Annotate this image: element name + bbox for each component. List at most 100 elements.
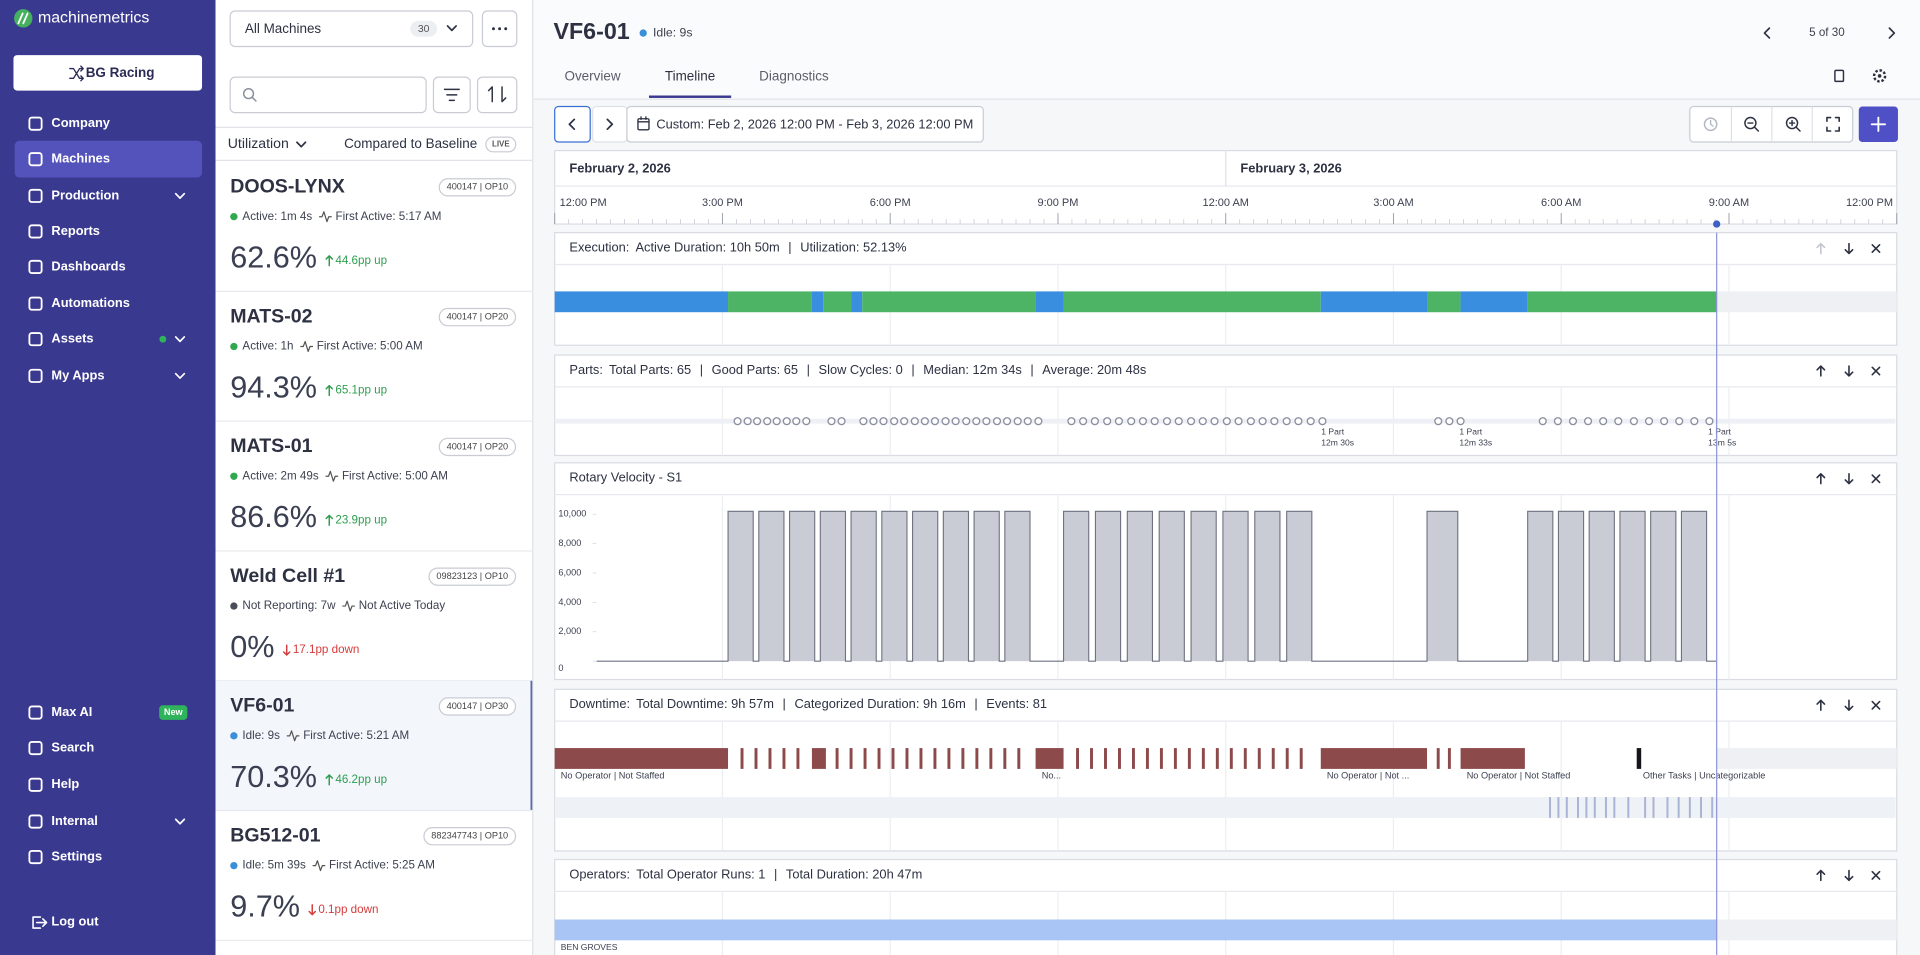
lane-title: Operators:	[569, 867, 630, 882]
part	[1080, 418, 1087, 425]
nav-item[interactable]: Search	[51, 739, 94, 754]
segment	[555, 919, 1717, 940]
downtime-event	[836, 748, 839, 769]
settings-icon-core	[1878, 74, 1882, 78]
nav-item[interactable]: Internal	[51, 813, 97, 828]
part	[1615, 418, 1622, 425]
downtime-label: No Operator | Not Staffed	[561, 771, 665, 781]
lane-title: Rotary Velocity - S1	[569, 470, 682, 485]
nav-item[interactable]: Automations	[51, 295, 130, 310]
tab[interactable]: Timeline	[665, 69, 715, 84]
header-bg	[534, 0, 1920, 99]
downtime-event	[741, 748, 744, 769]
machine-card[interactable]: VF6-01400147 | OP30Idle: 9sFirst Active:…	[216, 681, 533, 811]
nav-item[interactable]: My Apps	[51, 367, 104, 382]
part	[1570, 418, 1577, 425]
x-tick-label: 12:00 AM	[1202, 197, 1248, 209]
utilization: 9.7%	[230, 890, 300, 924]
downtime-event	[864, 748, 867, 769]
part	[1115, 418, 1122, 425]
future-track	[1717, 748, 1897, 769]
downtime-event	[1104, 748, 1107, 769]
tab[interactable]: Diagnostics	[759, 69, 829, 84]
lane-stat: Average: 20m 48s	[1042, 362, 1146, 377]
downtime-event	[1678, 797, 1680, 818]
machine-name: VF6-01	[230, 695, 294, 717]
date-range-label: Custom: Feb 2, 2026 12:00 PM - Feb 3, 20…	[656, 116, 973, 131]
tag: 400147 | OP20	[447, 312, 509, 322]
pager: 5 of 30	[1809, 26, 1845, 39]
machine-status: Idle: 5m 39s	[242, 859, 306, 872]
count: 30	[418, 24, 430, 35]
delta: 0.1pp down	[318, 903, 378, 916]
back-button[interactable]	[555, 107, 591, 143]
nav-item[interactable]: Settings	[51, 848, 102, 863]
lane-stat: Active Duration: 10h 50m	[635, 240, 779, 255]
part	[1600, 418, 1607, 425]
tab[interactable]: Overview	[564, 69, 620, 84]
downtime-event	[1118, 748, 1121, 769]
downtime-event	[1566, 797, 1568, 818]
x-tick-label: 6:00 AM	[1541, 197, 1581, 209]
utilization: 70.3%	[230, 760, 317, 794]
downtime-event	[782, 748, 785, 769]
part	[1223, 418, 1230, 425]
nav-item[interactable]: Reports	[51, 223, 100, 238]
status-dot	[230, 862, 237, 869]
downtime-event	[1202, 748, 1205, 769]
utilization: 86.6%	[230, 500, 317, 534]
segment	[728, 291, 812, 312]
downtime-event	[1577, 797, 1579, 818]
x-tick-label: 9:00 AM	[1709, 197, 1749, 209]
x-tick-label: 9:00 PM	[1037, 197, 1078, 209]
delta: 23.9pp up	[335, 513, 387, 526]
machine-status: Active: 2m 49s	[242, 469, 318, 482]
nav-item[interactable]: Assets	[51, 331, 93, 346]
machine-name: BG512-01	[230, 824, 320, 846]
nav-item[interactable]: Production	[51, 187, 119, 202]
filter-label: All Machines	[245, 21, 322, 36]
part	[1104, 418, 1111, 425]
downtime-event	[1244, 748, 1247, 769]
search-box[interactable]	[230, 77, 426, 113]
part	[773, 418, 780, 425]
lane-stat: Total Operator Runs: 1	[636, 867, 765, 882]
org-name: BG Racing	[86, 65, 155, 80]
nav-item[interactable]: Help	[51, 776, 79, 791]
part	[1319, 418, 1326, 425]
part	[963, 418, 970, 425]
segment	[1427, 291, 1461, 312]
nav-item[interactable]: Log out	[51, 913, 99, 928]
nav-item[interactable]: Machines	[51, 151, 110, 166]
sort-button[interactable]	[478, 77, 517, 113]
y-tick-label: 10,000	[558, 509, 586, 519]
downtime-event	[1216, 748, 1219, 769]
dot-icon	[504, 27, 507, 30]
lane-stat: Total Downtime: 9h 57m	[636, 697, 774, 712]
lane-header: Downtime:Total Downtime: 9h 57m|Categori…	[569, 697, 1047, 712]
machine-name: MATS-02	[230, 305, 312, 327]
downtime-label: No...	[1042, 771, 1061, 781]
status-dot	[640, 29, 647, 36]
metric[interactable]: Utilization	[228, 135, 289, 151]
part-label: 1 Part	[1321, 426, 1344, 436]
forward-button[interactable]	[593, 107, 627, 143]
nav-item[interactable]: Max AI	[51, 704, 92, 719]
part	[793, 418, 800, 425]
y-tick-label: 8,000	[558, 538, 581, 548]
nav-item[interactable]: Company	[51, 115, 110, 130]
segment	[1321, 291, 1427, 312]
separator: |	[783, 697, 786, 712]
downtime-event	[1644, 797, 1646, 818]
status-dot	[230, 213, 237, 220]
downtime-event	[947, 748, 950, 769]
delta: 17.1pp down	[293, 643, 360, 656]
part	[1004, 418, 1011, 425]
lane-stat: Categorized Duration: 9h 16m	[794, 697, 965, 712]
nav-item[interactable]: Dashboards	[51, 258, 125, 273]
separator: |	[911, 362, 914, 377]
lane-title: Parts:	[569, 362, 603, 377]
downtime-event	[1300, 748, 1303, 769]
part-duration: 12m 30s	[1321, 437, 1354, 447]
